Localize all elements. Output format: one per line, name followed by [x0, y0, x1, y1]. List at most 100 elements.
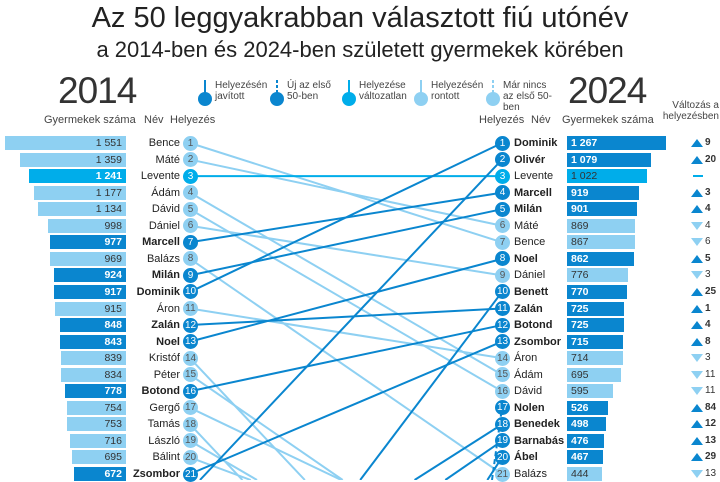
left-name: László	[148, 434, 180, 447]
left-name: Gergő	[149, 401, 180, 414]
right-name: Dániel	[514, 269, 546, 282]
left-name: Dominik	[136, 285, 180, 298]
legend-item: Helyezésén rontott	[414, 80, 484, 106]
left-name: Bence	[148, 137, 180, 149]
right-count-bar: 526	[567, 400, 609, 415]
slope-line	[199, 158, 503, 480]
legend-marker-icon	[270, 80, 284, 106]
triangle-down-icon	[691, 238, 703, 247]
rank-change: 29	[705, 451, 717, 463]
right-rank-badge: 18	[495, 416, 510, 432]
rank-change: 13	[705, 468, 717, 479]
slope-line	[414, 423, 503, 480]
triangle-up-icon	[691, 205, 703, 214]
left-count-bar: 843	[60, 334, 126, 349]
left-name: Balázs	[146, 252, 180, 265]
left-rank-header: Helyezés	[170, 114, 216, 126]
right-count-bar: 725	[567, 301, 624, 316]
legend-marker-icon	[198, 80, 212, 106]
left-count-bar: 1 551	[5, 136, 126, 150]
rank-change: 4	[705, 203, 711, 215]
left-count-bar: 969	[50, 251, 126, 266]
rank-change: 25	[705, 285, 717, 297]
legend-marker-icon	[486, 80, 500, 106]
right-name: Nolen	[514, 401, 545, 414]
rank-change: 13	[705, 434, 717, 446]
left-count-bar: 1 134	[37, 202, 126, 217]
slope-line	[189, 142, 503, 293]
left-rank-badge: 6	[183, 218, 198, 234]
left-count-bar: 839	[60, 351, 126, 366]
right-count-bar: 595	[567, 384, 614, 399]
slope-line	[189, 307, 503, 327]
right-count-bar: 444	[567, 467, 602, 481]
right-rank-badge: 8	[495, 251, 510, 267]
left-name: Dániel	[148, 219, 180, 232]
legend-item: Helyezése változatlan	[342, 80, 411, 106]
right-count-bar: 1 079	[567, 152, 652, 167]
right-name: Marcell	[514, 186, 552, 199]
slope-line	[189, 191, 503, 376]
left-rank-badge: 14	[183, 350, 198, 366]
slope-line	[189, 307, 503, 360]
slope-line	[189, 324, 503, 393]
rank-change: 3	[705, 186, 711, 198]
slope-line	[189, 456, 252, 480]
left-name: Máté	[155, 153, 180, 166]
triangle-up-icon	[691, 436, 703, 445]
right-name: Barnabás	[514, 434, 565, 447]
left-name: Zalán	[151, 319, 180, 332]
chart-subtitle: a 2014-ben és 2024-ben született gyermek…	[96, 37, 624, 62]
left-count-header: Gyermekek száma	[44, 114, 136, 126]
left-name: Noel	[156, 335, 180, 348]
rank-change: 1	[705, 302, 711, 314]
legend-label: Helyezésén rontott	[431, 80, 484, 102]
left-rank-badge: 17	[183, 400, 198, 416]
left-count-bar: 998	[48, 218, 126, 233]
slope-line	[189, 257, 503, 343]
right-name: Máté	[514, 219, 539, 232]
slope-line	[189, 224, 503, 277]
triangle-up-icon	[691, 304, 703, 313]
right-count-bar: 867	[567, 235, 635, 250]
right-name: Olivér	[514, 153, 546, 166]
left-name: Áron	[156, 302, 180, 315]
right-count-bar: 467	[567, 450, 604, 465]
rank-change: 3	[705, 352, 711, 364]
triangle-down-icon	[691, 354, 703, 363]
rank-change: 11	[705, 368, 716, 380]
right-rank-badge: 9	[495, 267, 510, 283]
left-rank-badge: 20	[183, 449, 198, 465]
right-rank-badge: 15	[495, 367, 510, 383]
rank-change: 4	[705, 319, 711, 331]
change-header: Változás a helyezésben	[662, 100, 719, 122]
right-name: Dominik	[514, 137, 558, 149]
left-count-bar: 778	[65, 384, 126, 399]
left-name-header: Név	[144, 114, 164, 126]
triangle-up-icon	[691, 254, 703, 263]
right-rank-badge: 16	[495, 383, 510, 399]
right-name: Balázs	[514, 468, 548, 480]
left-count-bar: 1 359	[19, 152, 126, 167]
right-name: Bence	[514, 236, 546, 249]
left-rank-badge: 11	[183, 301, 198, 316]
left-rank-badge: 5	[183, 201, 198, 217]
left-count-bar: 1 241	[29, 169, 126, 184]
left-count-bar: 716	[70, 433, 126, 448]
triangle-down-icon	[691, 387, 703, 396]
legend-label: Már nincs az első 50-ben	[503, 80, 552, 113]
triangle-up-icon	[691, 321, 703, 330]
right-rank-badge: 4	[495, 185, 510, 201]
right-count-bar: 901	[567, 202, 638, 217]
right-name: Noel	[514, 252, 538, 265]
left-rank-badge: 18	[183, 416, 198, 432]
rank-change: 84	[705, 401, 717, 413]
left-rank-badge: 3	[183, 168, 198, 184]
left-rank-badge: 15	[183, 367, 198, 383]
left-name: Tamás	[147, 418, 180, 431]
slope-line	[189, 208, 503, 277]
right-count-bar: 869	[567, 218, 635, 233]
legend-label: Új az első 50-ben	[287, 80, 331, 102]
left-count-bar: 977	[49, 235, 126, 250]
left-count-bar: 695	[71, 450, 126, 465]
